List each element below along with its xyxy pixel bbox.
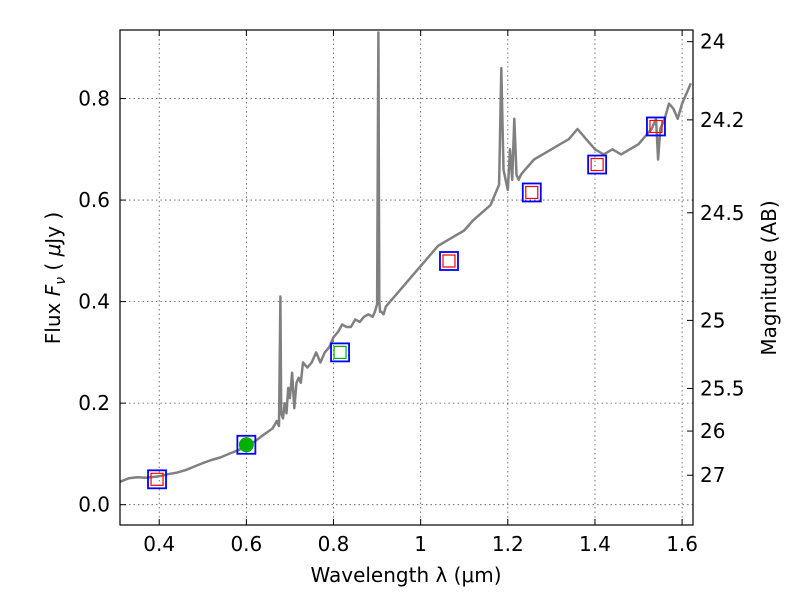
observed-flux-marker [525, 185, 539, 200]
y-tick-label: 0.0 [78, 493, 110, 517]
x-tick-label: 0.6 [230, 532, 262, 556]
model-flux-marker [521, 182, 542, 203]
grid [120, 30, 693, 525]
observed-flux-marker [590, 157, 604, 172]
y-axis-title-unit: Jy ) [41, 212, 65, 246]
spectrum-line [119, 31, 692, 483]
model-flux-marker [330, 342, 350, 363]
model-flux-marker [587, 154, 608, 175]
model-flux-marker [236, 434, 257, 455]
x-tick-label: 0.8 [318, 532, 350, 556]
x-tick-label: 0.4 [143, 532, 175, 556]
photometry-point [236, 434, 257, 455]
y2-tick-label: 26 [700, 419, 725, 443]
y-axis-title-subscript: ν [53, 277, 69, 285]
y2-tick-label: 25.5 [700, 376, 745, 400]
observed-flux-marker [442, 254, 456, 268]
y2-tick-label: 27 [700, 463, 725, 487]
x-axis: 0.4 0.6 0.8 1 1.2 1.4 1.6 [143, 30, 698, 556]
plot-frame [119, 29, 694, 526]
observed-flux-marker [649, 119, 663, 134]
y-axis-title-symbol: F [41, 284, 65, 296]
y2-tick-label: 24.5 [700, 201, 745, 225]
model-flux-marker [439, 251, 459, 271]
y2-tick-label: 24 [700, 30, 725, 54]
observed-flux-marker [238, 437, 254, 453]
y2-tick-label: 24.2 [700, 108, 745, 132]
photometry-point [147, 469, 167, 490]
photometry-point [439, 251, 459, 271]
x-tick-label: 1.4 [579, 532, 611, 556]
model-flux-marker [147, 469, 167, 490]
y-axis-title-mu: μ [41, 244, 65, 258]
y-tick-label: 0.2 [78, 391, 110, 415]
y-axis-right: 24 24.2 24.5 25 25.5 26 27 [687, 30, 745, 487]
y-axis-title-paren: ( [41, 256, 65, 277]
y-tick-label: 0.6 [78, 188, 110, 212]
spectrum-layer [119, 31, 692, 483]
photometry-point [521, 182, 542, 203]
photometry-points [147, 116, 666, 490]
observed-flux-marker [333, 345, 347, 359]
observed-flux-marker [150, 472, 164, 486]
y-axis-title: Flux Fν ( μJy ) [41, 212, 69, 344]
photometry-point [587, 154, 608, 175]
y2-axis-title: Magnitude (AB) [757, 200, 781, 355]
x-axis-title: Wavelength λ (μm) [310, 563, 501, 587]
x-tick-label: 1 [414, 532, 427, 556]
photometry-point [646, 116, 666, 137]
y2-tick-label: 25 [700, 308, 725, 332]
y-tick-label: 0.4 [78, 290, 110, 314]
model-flux-marker [646, 116, 666, 137]
x-tick-label: 1.6 [666, 532, 698, 556]
x-tick-label: 1.2 [492, 532, 524, 556]
y-tick-label: 0.8 [78, 87, 110, 111]
y-axis-left: 0.0 0.2 0.4 0.6 0.8 [78, 87, 126, 517]
photometry-point [330, 342, 350, 363]
y-axis-title-flux: Flux [41, 296, 65, 344]
